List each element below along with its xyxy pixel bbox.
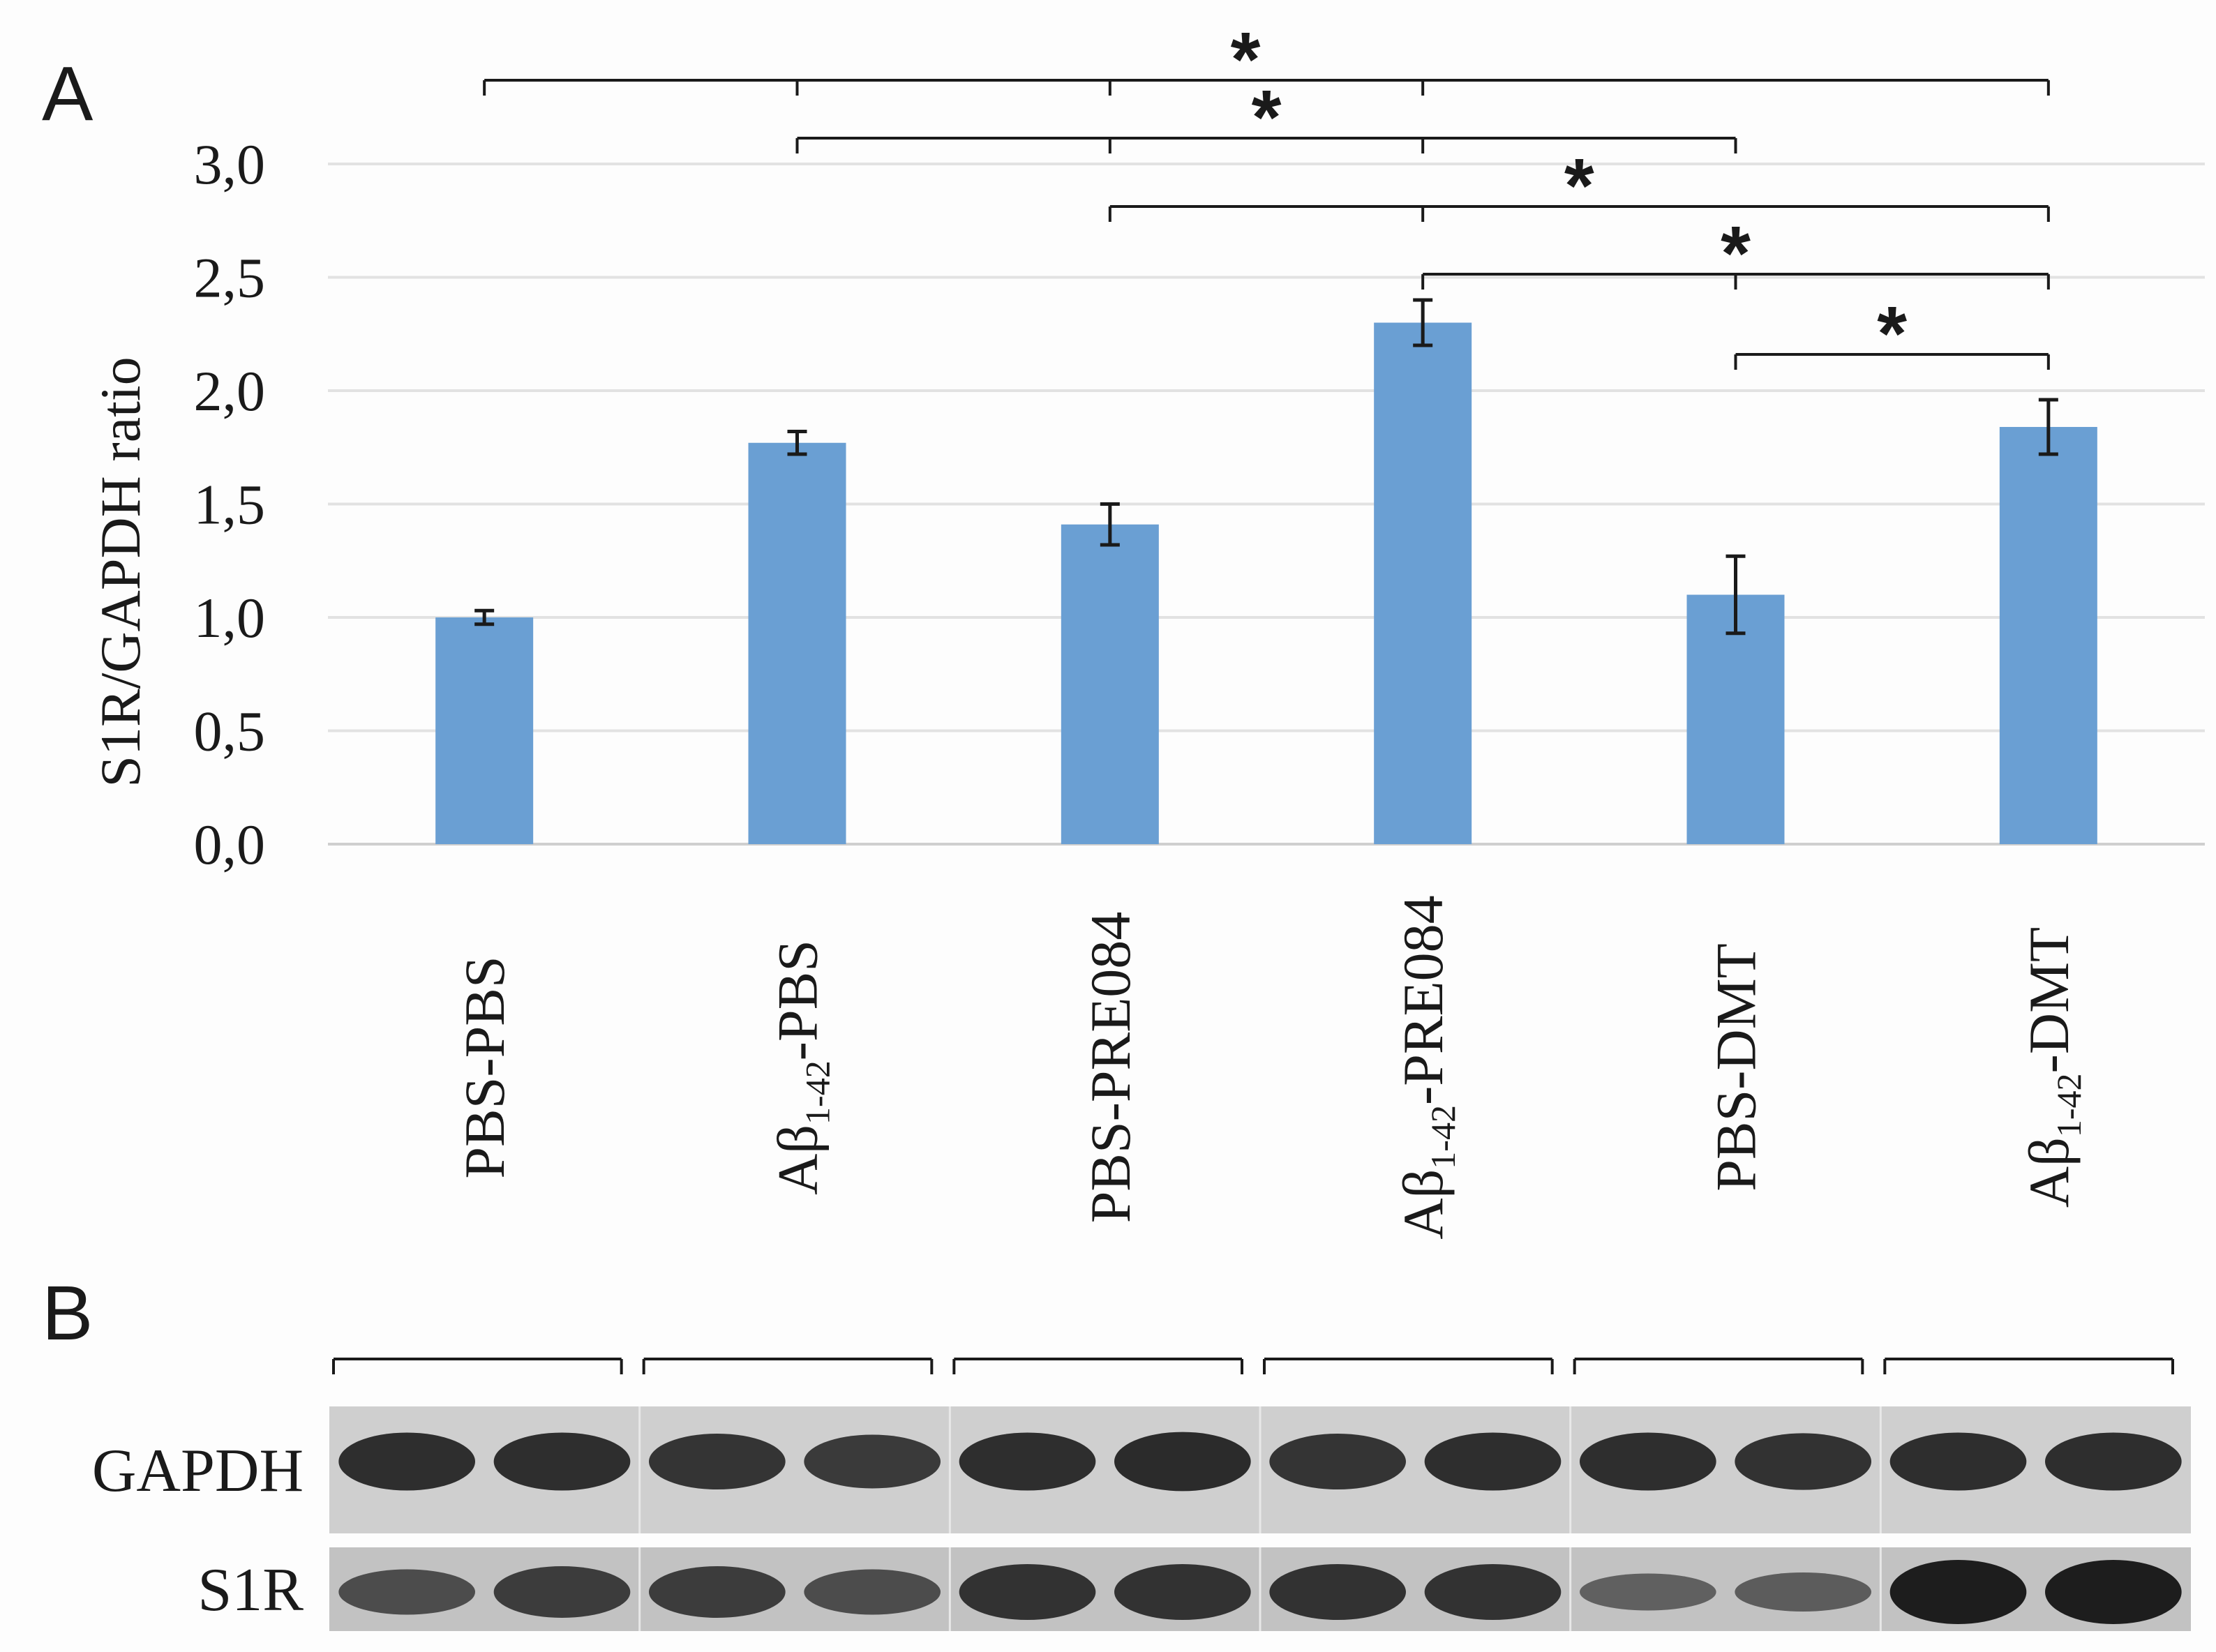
blot-band	[1424, 1564, 1562, 1620]
y-tick-label: 0,5	[194, 700, 266, 763]
blot-band	[1889, 1560, 2027, 1624]
significance-star: *	[1877, 291, 1907, 377]
bar	[1061, 524, 1159, 844]
lane-group-bracket	[1883, 1358, 2174, 1374]
panel-b-label: B	[42, 1270, 93, 1356]
blot-band	[493, 1432, 631, 1491]
gridlines	[328, 163, 2205, 846]
blot-band	[1735, 1433, 1871, 1490]
blot-band	[649, 1566, 786, 1618]
lane-group-bracket	[1263, 1358, 1554, 1374]
blot-band	[1114, 1564, 1251, 1620]
blot-band	[1735, 1572, 1871, 1612]
blot-band	[959, 1564, 1096, 1620]
significance-star: *	[1231, 17, 1261, 103]
blot-band	[1580, 1573, 1716, 1611]
error-bar	[1413, 298, 1433, 347]
bar	[748, 442, 846, 844]
lane-group-bracket	[332, 1358, 623, 1374]
error-bar	[474, 608, 495, 626]
bar	[435, 617, 534, 844]
significance-bracket	[795, 137, 1737, 153]
blot-band	[649, 1434, 786, 1489]
category-label: PBS-PBS	[453, 956, 516, 1178]
category-label: PBS-PRE084	[1079, 912, 1142, 1224]
y-tick-label: 0,0	[194, 813, 266, 876]
blot-band	[804, 1434, 941, 1489]
blot-band	[1424, 1432, 1562, 1491]
y-axis-label: S1R/GAPDH ratio	[89, 356, 152, 787]
blot-band	[1269, 1434, 1406, 1489]
y-tick-label: 2,5	[194, 246, 266, 310]
category-label: Aβ1-42-DMT	[2017, 927, 2088, 1208]
error-bar	[2038, 398, 2058, 456]
error-bar	[1100, 502, 1120, 547]
blot-band	[2045, 1432, 2182, 1491]
bar	[1374, 322, 1472, 844]
significance-bracket	[1734, 353, 2050, 370]
significance-bracket	[1108, 205, 2050, 222]
blot-band	[1580, 1432, 1716, 1491]
y-tick-label: 1,5	[194, 473, 266, 536]
lane-group-bracket	[642, 1358, 934, 1374]
bar	[1686, 594, 1785, 844]
category-labels: PBS-PBS Aβ1-42-PBS PBS-PRE084 Aβ1-42-PRE084…	[453, 895, 2088, 1239]
significance-bracket	[483, 79, 2050, 96]
blot-band	[1114, 1432, 1251, 1492]
blot-band	[493, 1566, 631, 1618]
western-blot: GAPDH S1R	[92, 1358, 2191, 1631]
category-label: Aβ1-42-PRE084	[1391, 895, 1462, 1239]
y-tick-label: 2,0	[194, 359, 266, 423]
bar-series	[435, 322, 2097, 844]
lane-group-bracket	[1573, 1358, 1864, 1374]
significance-star: *	[1564, 143, 1594, 229]
blot-band	[1269, 1564, 1406, 1620]
blot-band	[2045, 1560, 2182, 1624]
blot-band	[338, 1569, 475, 1615]
category-label: Aβ1-42-PBS	[766, 940, 837, 1195]
y-tick-label: 3,0	[194, 133, 266, 196]
significance-brackets: *****	[483, 17, 2050, 377]
bar	[1999, 427, 2097, 844]
error-bars	[474, 298, 2058, 636]
blot-band	[959, 1432, 1096, 1491]
blot-band	[804, 1569, 941, 1615]
blot-row-label: S1R	[197, 1556, 304, 1624]
y-tick-label: 1,0	[194, 586, 266, 649]
error-bar	[1725, 554, 1746, 636]
category-label: PBS-DMT	[1705, 943, 1768, 1191]
significance-star: *	[1721, 211, 1751, 296]
panel-a-label: A	[42, 51, 93, 137]
significance-star: *	[1252, 75, 1282, 160]
blot-band	[338, 1432, 475, 1491]
y-tick-labels: 0,0 0,5 1,0 1,5 2,0 2,5 3,0	[194, 133, 266, 876]
error-bar	[787, 430, 807, 456]
blot-band	[1889, 1432, 2027, 1491]
significance-bracket	[1421, 273, 2050, 290]
lane-group-bracket	[952, 1358, 1243, 1374]
blot-row-label: GAPDH	[92, 1437, 304, 1505]
